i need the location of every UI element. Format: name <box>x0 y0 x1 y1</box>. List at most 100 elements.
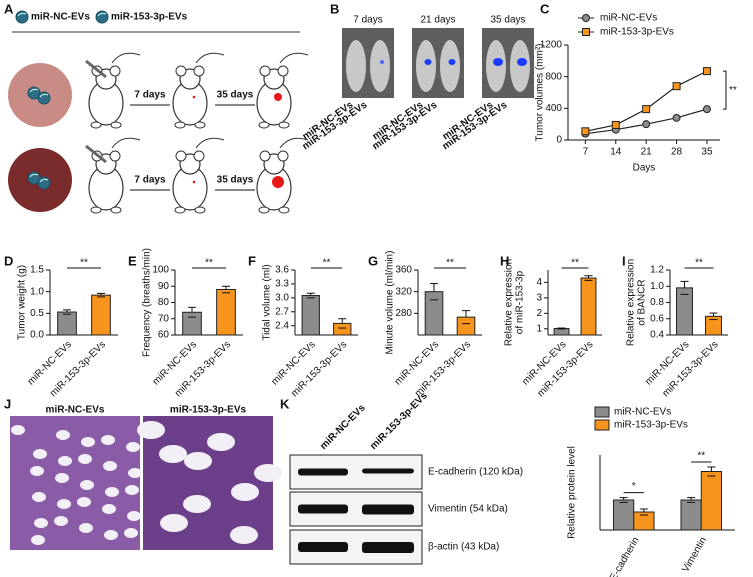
mouse-ear <box>109 65 121 77</box>
panel-label: F <box>248 253 256 268</box>
marker <box>581 127 590 136</box>
mouse-foot <box>174 121 186 129</box>
bar <box>301 295 320 336</box>
band-label: Vimentin (54 kDa) <box>428 504 508 515</box>
y-tick-label: 0.6 <box>650 313 664 324</box>
mouse-foot <box>90 206 102 214</box>
ev-icon-shine <box>39 93 49 98</box>
x-axis-label: Days <box>633 163 656 174</box>
alveolus <box>137 421 165 439</box>
lane-label: miR-NC-EVs <box>318 402 368 452</box>
mouse-foot <box>110 121 122 129</box>
y-tick-label: 400 <box>545 103 562 114</box>
alveolus <box>128 468 142 478</box>
y-tick-label: 90 <box>158 281 170 292</box>
y-tick-label: 70 <box>158 313 170 324</box>
mouse-ear <box>259 65 271 77</box>
y-tick-label: 0.5 <box>30 308 44 319</box>
alveolus <box>55 473 69 483</box>
step-label: 7 days <box>134 90 166 101</box>
y-tick-label: 80 <box>158 297 170 308</box>
alveolus <box>32 492 46 502</box>
y-tick-label: 2.7 <box>275 306 289 317</box>
alveolus <box>231 483 259 501</box>
bar <box>424 291 444 336</box>
significance: ** <box>571 258 579 269</box>
bar <box>182 311 202 336</box>
y-tick-label: 0 <box>556 135 562 146</box>
step-label: 7 days <box>134 175 166 186</box>
x-tick-label: E-cadherin <box>608 535 642 577</box>
blot-band <box>362 468 414 474</box>
y-axis-label: Frequency (breaths/min) <box>142 248 153 357</box>
mouse-tail <box>111 52 141 64</box>
y-axis-label: Tidal volume (ml) <box>262 264 273 340</box>
alveolus <box>125 485 139 495</box>
significance: ** <box>695 258 703 269</box>
x-tick-label: miR-153-3p-EVs <box>413 339 473 399</box>
marker <box>582 14 590 22</box>
y-axis-label: Minute volume (ml/min) <box>385 251 396 355</box>
legend-label: miR-153-3p-EVs <box>111 12 188 23</box>
y-tick-label: 3.6 <box>275 265 289 276</box>
alveolus <box>127 511 141 521</box>
blot-band <box>298 468 348 476</box>
alveolus <box>33 449 47 459</box>
marker <box>702 67 711 76</box>
mouse-silhouette <box>486 40 506 92</box>
ev-icon <box>37 176 51 190</box>
mouse-foot <box>258 121 270 129</box>
panel-label: H <box>500 253 509 268</box>
panel-label: G <box>368 253 378 268</box>
step-label: 35 days <box>217 90 254 101</box>
panel-label: J <box>4 396 11 411</box>
band-label: E-cadherin (120 kDa) <box>428 467 523 478</box>
alveolus <box>56 430 70 440</box>
legend-swatch <box>594 419 610 431</box>
panel-label: C <box>540 1 550 16</box>
mouse-ear <box>175 65 187 77</box>
mouse-ear <box>277 150 289 162</box>
alveolus <box>77 497 91 507</box>
mouse-foot <box>258 206 270 214</box>
lane-label: miR-153-3p-EVs <box>368 390 430 452</box>
bar <box>333 322 352 336</box>
signal <box>448 59 456 65</box>
y-tick-label: 1.2 <box>650 265 664 276</box>
x-tick-label: 35 <box>701 147 713 158</box>
y-tick-label: 3.0 <box>275 292 289 303</box>
alveolus <box>254 464 282 482</box>
x-tick-label: miR-153-3p-EVs <box>289 339 349 399</box>
marker <box>642 120 651 129</box>
y-axis-label: Tumor volumes (mm²) <box>535 44 546 142</box>
y-axis-label: Relative expression <box>626 259 637 346</box>
y-tick-label: 0.4 <box>650 330 664 341</box>
tumor <box>192 95 196 99</box>
signal <box>380 60 384 64</box>
significance: * <box>632 481 636 492</box>
significance: ** <box>323 258 331 269</box>
y-tick-label: 1.0 <box>30 286 44 297</box>
significance-bracket <box>723 70 727 110</box>
alveolus <box>160 514 188 532</box>
mouse-ear <box>277 65 289 77</box>
significance: ** <box>697 451 705 462</box>
marker <box>611 120 620 129</box>
y-tick-label: 0.0 <box>30 330 44 341</box>
legend-label: miR-NC-EVs <box>614 407 671 418</box>
y-tick-label: 100 <box>152 265 169 276</box>
mouse-tail <box>195 137 225 149</box>
alveolus <box>230 526 258 544</box>
mouse-ear <box>193 150 205 162</box>
y-axis-label: of miR-153-3p <box>515 270 526 334</box>
marker <box>702 105 711 114</box>
panel-label: B <box>330 1 339 16</box>
x-tick-label: 21 <box>641 147 653 158</box>
alveolus <box>81 437 95 447</box>
ev-icon-shine <box>29 173 39 178</box>
y-tick-label: 800 <box>545 71 562 82</box>
alveolus <box>34 518 48 528</box>
y-axis-label: Tumor weight (g) <box>17 265 28 340</box>
alveolus <box>124 528 138 538</box>
mouse-ear <box>175 150 187 162</box>
